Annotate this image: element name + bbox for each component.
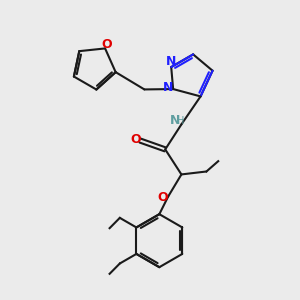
Text: N: N: [170, 114, 180, 127]
Text: O: O: [157, 191, 168, 205]
Text: N: N: [163, 81, 173, 94]
Text: O: O: [101, 38, 112, 51]
Text: N: N: [166, 55, 176, 68]
Text: H: H: [177, 116, 184, 126]
Text: O: O: [130, 133, 141, 146]
